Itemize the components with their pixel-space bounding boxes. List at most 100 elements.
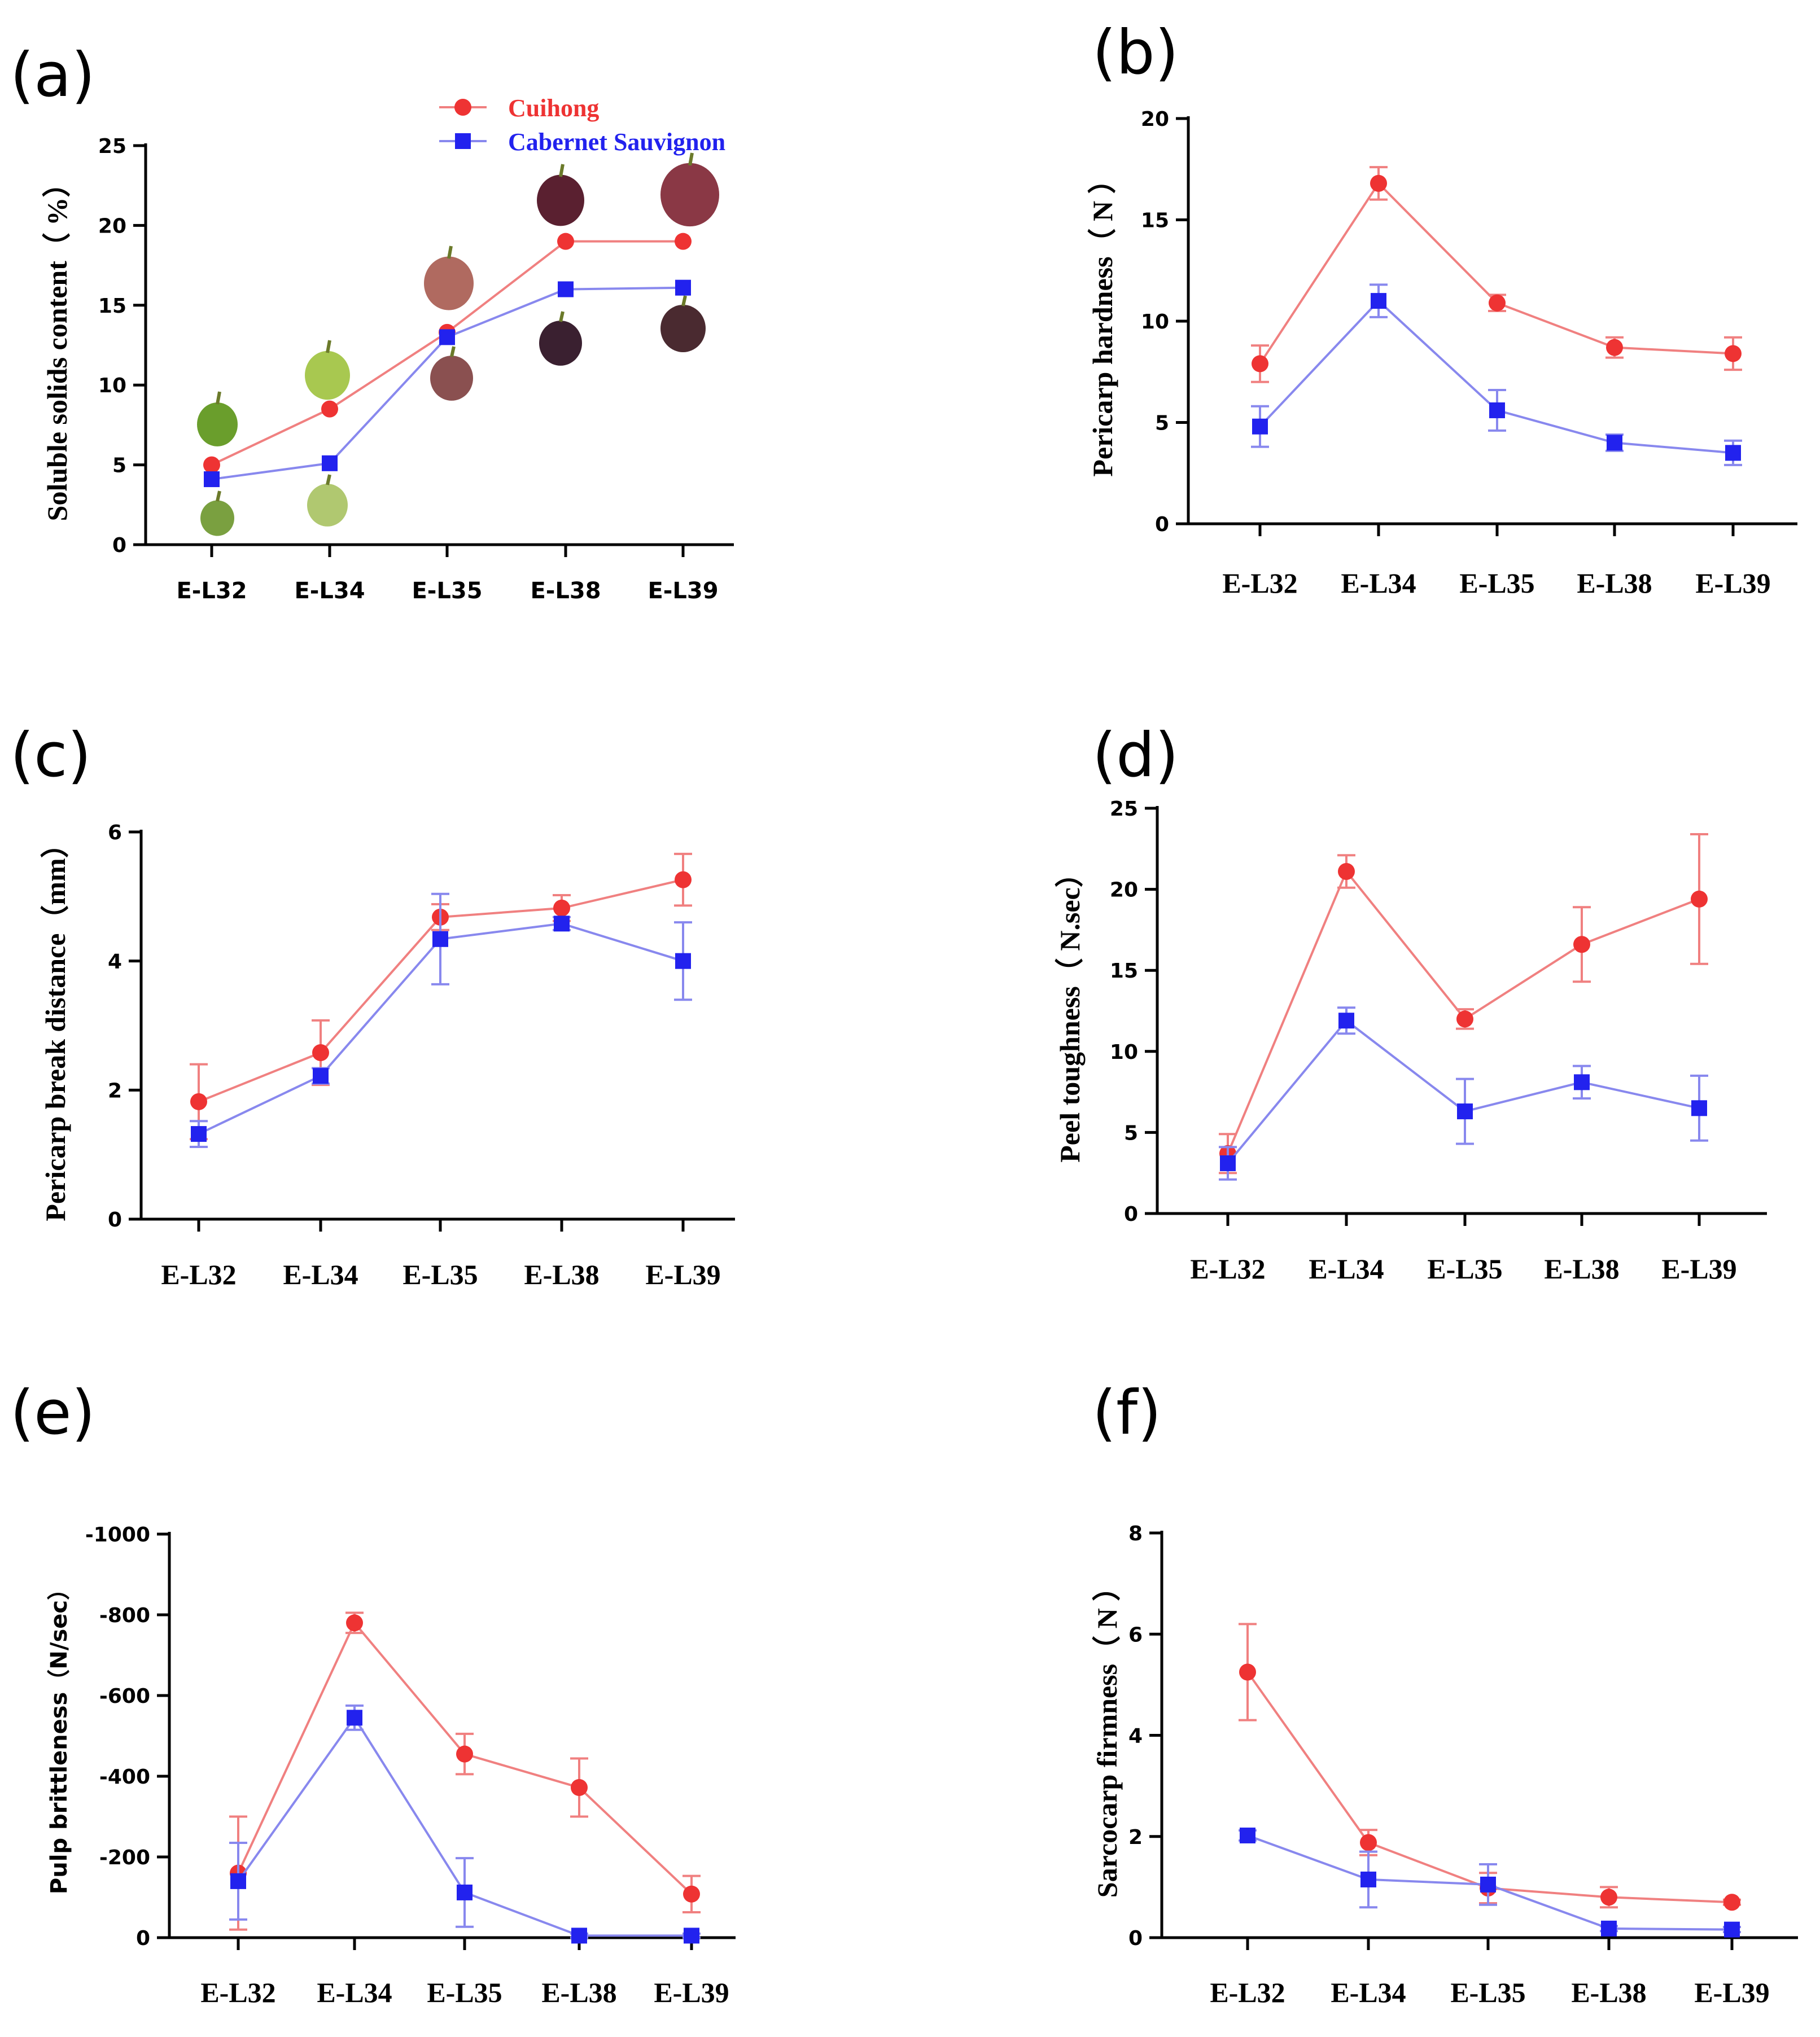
y-tick-label: 0: [108, 1208, 122, 1232]
grape-icon: [200, 500, 234, 536]
data-point: [571, 1779, 588, 1797]
data-point: [571, 1928, 587, 1944]
data-point: [557, 233, 574, 250]
data-point: [432, 931, 448, 947]
chart-panel-b: (b) 0 5 10 15 20 E-L32 E-L34 E-L35 E-L38 E-L39 Peri…: [1087, 17, 1797, 599]
data-point: [1338, 1013, 1354, 1029]
y-tick-label: 0: [1124, 1203, 1138, 1226]
y-axis-label: Pulp brittleness（N/sec）: [46, 1578, 72, 1894]
grape-icon: [307, 484, 348, 527]
data-point: [230, 1873, 246, 1889]
y-tick-label: 20: [1141, 108, 1169, 131]
grape-stem-icon: [681, 295, 687, 306]
data-point: [191, 1126, 207, 1142]
grape-icon: [537, 174, 584, 226]
x-tick-label: E-L34: [1341, 567, 1416, 599]
grape-stem-icon: [688, 152, 694, 166]
grape-icon: [430, 356, 473, 401]
chart-panel-f: (f) 0 2 4 6 8 E-L32 E-L34 E-L35 E-L38 E-L39 Sarcoca…: [1091, 1378, 1798, 2008]
series-cabernet: [1219, 1006, 1708, 1181]
data-point: [553, 899, 570, 917]
grape-stem-icon: [326, 474, 331, 485]
grape-icon: [660, 163, 719, 227]
series-cabernet: [1251, 283, 1742, 466]
panel-label: (e): [10, 1378, 95, 1448]
x-tick-label: E-L35: [1427, 1253, 1502, 1285]
data-point: [1606, 339, 1623, 356]
panel-label: (f): [1092, 1378, 1161, 1448]
x-tick-label: E-L38: [1571, 1977, 1646, 2008]
y-axis-label: Pericarp break distance（mm）: [40, 830, 71, 1221]
x-tick-label: E-L34: [1331, 1977, 1406, 2008]
data-point: [1725, 345, 1742, 362]
panel-label: (c): [10, 720, 91, 791]
data-point: [1239, 1663, 1256, 1681]
data-point: [1573, 936, 1590, 953]
y-tick-label: 25: [1110, 798, 1138, 821]
grape-stem-icon: [447, 246, 453, 259]
grape-stem-icon: [450, 346, 456, 357]
data-point: [312, 1044, 329, 1062]
y-tick-label: 20: [98, 214, 126, 238]
grape-icon: [305, 351, 350, 400]
data-point: [190, 1093, 207, 1110]
data-point: [439, 329, 455, 345]
series-cuihong: [1219, 833, 1708, 1175]
data-point: [1574, 1074, 1590, 1090]
data-point: [321, 400, 338, 418]
x-tick-label: E-L39: [1695, 567, 1770, 599]
y-tick-label: 0: [1128, 1927, 1143, 1950]
data-point: [1691, 890, 1708, 908]
data-point: [1338, 863, 1355, 880]
data-point: [1724, 1921, 1740, 1938]
data-point: [1601, 1920, 1617, 1937]
y-tick-label: 4: [1128, 1725, 1143, 1748]
y-tick-label: 5: [1124, 1122, 1138, 1145]
panel-label: (b): [1092, 17, 1179, 88]
x-tick-label: E-L35: [403, 1259, 478, 1290]
x-tick-label: E-L32: [176, 578, 247, 604]
data-point: [346, 1614, 363, 1632]
x-tick-label: E-L32: [161, 1259, 236, 1290]
legend-label-cuihong: Cuihong: [508, 94, 599, 122]
data-point: [347, 1710, 362, 1726]
y-tick-label: 25: [98, 135, 126, 158]
chart-panel-d: (d) 0 5 10 15 20 25 E-L32 E-L34 E-L35 E-L38 E-L39 Pe…: [1054, 720, 1767, 1285]
panel-label: (d): [1092, 720, 1179, 791]
legend: Cuihong Cabernet Sauvignon: [439, 94, 725, 156]
y-tick-label: -800: [99, 1604, 150, 1627]
y-tick-label: 10: [1141, 310, 1169, 334]
grape-stem-icon: [326, 340, 331, 353]
series-cabernet: [190, 892, 692, 1148]
data-point: [675, 871, 692, 888]
series-line: [1246, 1671, 1733, 1904]
x-tick-label: E-L34: [294, 578, 365, 604]
x-tick-label: E-L32: [1210, 1977, 1285, 2008]
series-cuihong: [1239, 1623, 1741, 1911]
series-line: [1259, 181, 1734, 365]
x-tick-label: E-L32: [1222, 567, 1297, 599]
x-tick-label: E-L34: [317, 1977, 392, 2008]
y-tick-label: 10: [1110, 1041, 1138, 1064]
y-tick-label: 5: [112, 454, 126, 478]
grape-icon: [539, 321, 582, 366]
y-tick-label: 8: [1128, 1522, 1143, 1545]
data-point: [554, 915, 570, 932]
data-point: [675, 953, 691, 969]
data-point: [1360, 1834, 1377, 1851]
data-point: [1456, 1010, 1473, 1028]
y-tick-label: 0: [136, 1927, 150, 1950]
y-tick-label: 10: [98, 374, 126, 397]
y-tick-label: -1000: [85, 1523, 150, 1547]
grape-stem-icon: [216, 391, 221, 405]
x-tick-label: E-L38: [541, 1977, 616, 2008]
data-point: [1489, 294, 1506, 312]
data-point: [683, 1885, 700, 1903]
y-tick-label: -600: [99, 1685, 150, 1708]
grape-stem-icon: [216, 490, 221, 502]
y-tick-label: -200: [99, 1846, 150, 1869]
grape-icon: [197, 402, 238, 446]
data-point: [203, 456, 220, 474]
data-point: [457, 1884, 473, 1900]
